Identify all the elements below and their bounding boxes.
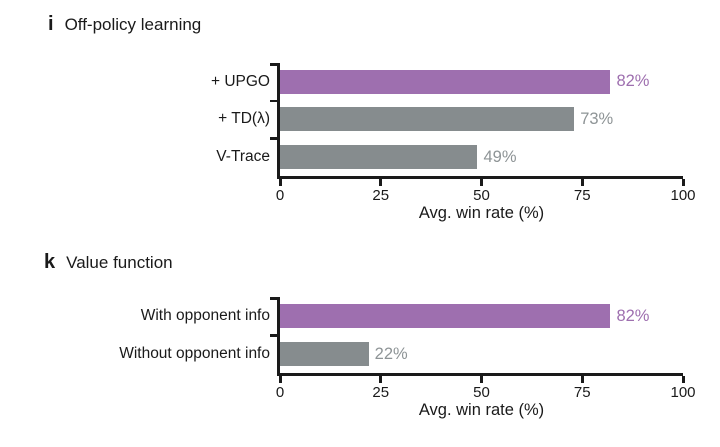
y-axis-tick — [270, 334, 277, 337]
x-tick-label: 25 — [372, 187, 390, 204]
category-label: V-Trace — [216, 148, 270, 166]
x-axis-label: Avg. win rate (%) — [418, 204, 545, 222]
category-label: Without opponent info — [119, 345, 270, 362]
y-axis-tick — [270, 137, 277, 140]
chart-row: Without opponent info 22% — [119, 335, 683, 373]
category-label: + TD(λ) — [218, 110, 270, 128]
bar-value-label: 82% — [616, 72, 650, 91]
x-axis-label: Avg. win rate (%) — [418, 401, 545, 419]
panel-k-title: Value function — [66, 253, 173, 272]
x-axis-tick — [480, 376, 483, 383]
x-tick-label: 100 — [670, 187, 696, 204]
y-axis-tick — [270, 99, 277, 103]
bar — [280, 304, 611, 328]
bar — [280, 342, 369, 366]
chart-row: + TD(λ) 73% — [218, 101, 683, 139]
bar-value-label: 82% — [616, 306, 650, 325]
x-axis-tick — [681, 179, 685, 186]
panel-i-header: i Off-policy learning — [48, 13, 201, 36]
x-axis-tick — [681, 376, 685, 383]
bar — [280, 69, 611, 94]
x-tick-label: 75 — [573, 187, 591, 204]
bar-value-label: 22% — [374, 344, 408, 363]
x-axis-tick — [580, 179, 584, 186]
chart-row: + UPGO 82% — [211, 63, 683, 101]
x-tick-label: 50 — [473, 384, 490, 401]
bar-value-label: 73% — [580, 109, 614, 128]
x-tick-label: 0 — [275, 187, 285, 204]
x-tick-label: 75 — [573, 384, 591, 401]
x-tick-label: 100 — [670, 384, 696, 401]
x-tick-label: 50 — [473, 187, 490, 204]
x-axis-tick — [379, 179, 383, 186]
category-label: + UPGO — [210, 72, 270, 90]
x-axis-tick — [278, 376, 282, 383]
panel-i-title: Off-policy learning — [64, 15, 202, 34]
panel-k-header: k Value function — [44, 251, 173, 274]
x-axis-tick — [580, 376, 584, 383]
y-axis-tick — [270, 297, 277, 300]
chart-row: With opponent info 82% — [141, 297, 683, 335]
panel-i-letter: i — [48, 13, 54, 35]
chart-off-policy-learning: + UPGO 82% + TD(λ) 73% V-Trace 49% 0 25 50 75 100 A… — [211, 63, 696, 222]
x-axis-tick — [278, 179, 282, 186]
x-tick-label: 0 — [275, 384, 285, 401]
x-axis-tick — [379, 376, 383, 383]
x-axis-tick — [480, 179, 483, 186]
panel-k-letter: k — [44, 251, 56, 273]
chart-row: V-Trace 49% — [216, 138, 683, 176]
x-tick-label: 25 — [372, 384, 390, 401]
chart-value-function: With opponent info 82% Without opponent in… — [119, 297, 696, 419]
bar — [280, 107, 575, 132]
bar-value-label: 49% — [483, 147, 517, 166]
category-label: With opponent info — [140, 307, 270, 324]
bar — [280, 145, 478, 170]
y-axis-tick — [270, 63, 277, 66]
